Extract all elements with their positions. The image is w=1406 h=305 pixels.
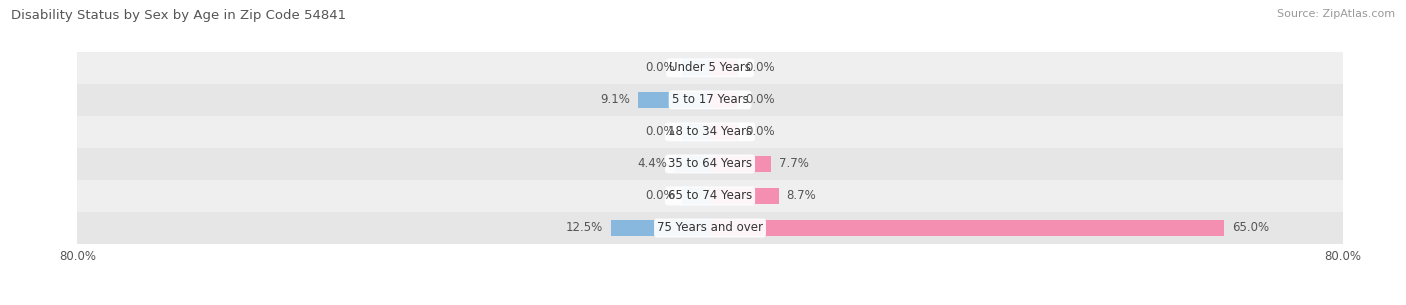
Text: 8.7%: 8.7% <box>787 189 817 203</box>
Bar <box>682 59 710 76</box>
Text: 0.0%: 0.0% <box>745 93 775 106</box>
Text: 65 to 74 Years: 65 to 74 Years <box>668 189 752 203</box>
Text: Source: ZipAtlas.com: Source: ZipAtlas.com <box>1277 9 1395 19</box>
Bar <box>710 156 770 172</box>
Bar <box>638 92 710 108</box>
Text: 0.0%: 0.0% <box>645 189 675 203</box>
Bar <box>77 52 1343 84</box>
Text: 5 to 17 Years: 5 to 17 Years <box>672 93 748 106</box>
Bar <box>682 188 710 204</box>
Text: 9.1%: 9.1% <box>600 93 630 106</box>
Text: 35 to 64 Years: 35 to 64 Years <box>668 157 752 170</box>
Bar <box>710 92 738 108</box>
Text: 18 to 34 Years: 18 to 34 Years <box>668 125 752 138</box>
Bar <box>77 180 1343 212</box>
Text: 7.7%: 7.7% <box>779 157 808 170</box>
Text: 75 Years and over: 75 Years and over <box>657 221 763 235</box>
Text: 0.0%: 0.0% <box>645 61 675 74</box>
Text: 0.0%: 0.0% <box>745 61 775 74</box>
Bar <box>77 212 1343 244</box>
Bar <box>612 220 710 236</box>
Bar <box>710 220 1225 236</box>
Bar <box>77 84 1343 116</box>
Text: 4.4%: 4.4% <box>637 157 668 170</box>
Text: 0.0%: 0.0% <box>745 125 775 138</box>
Text: 12.5%: 12.5% <box>567 221 603 235</box>
Bar <box>710 124 738 140</box>
Text: Under 5 Years: Under 5 Years <box>669 61 751 74</box>
Bar <box>77 116 1343 148</box>
Bar <box>682 124 710 140</box>
Text: 0.0%: 0.0% <box>645 125 675 138</box>
Bar <box>710 59 738 76</box>
Bar <box>710 188 779 204</box>
Bar <box>77 148 1343 180</box>
Bar <box>675 156 710 172</box>
Text: Disability Status by Sex by Age in Zip Code 54841: Disability Status by Sex by Age in Zip C… <box>11 9 346 22</box>
Text: 65.0%: 65.0% <box>1232 221 1270 235</box>
